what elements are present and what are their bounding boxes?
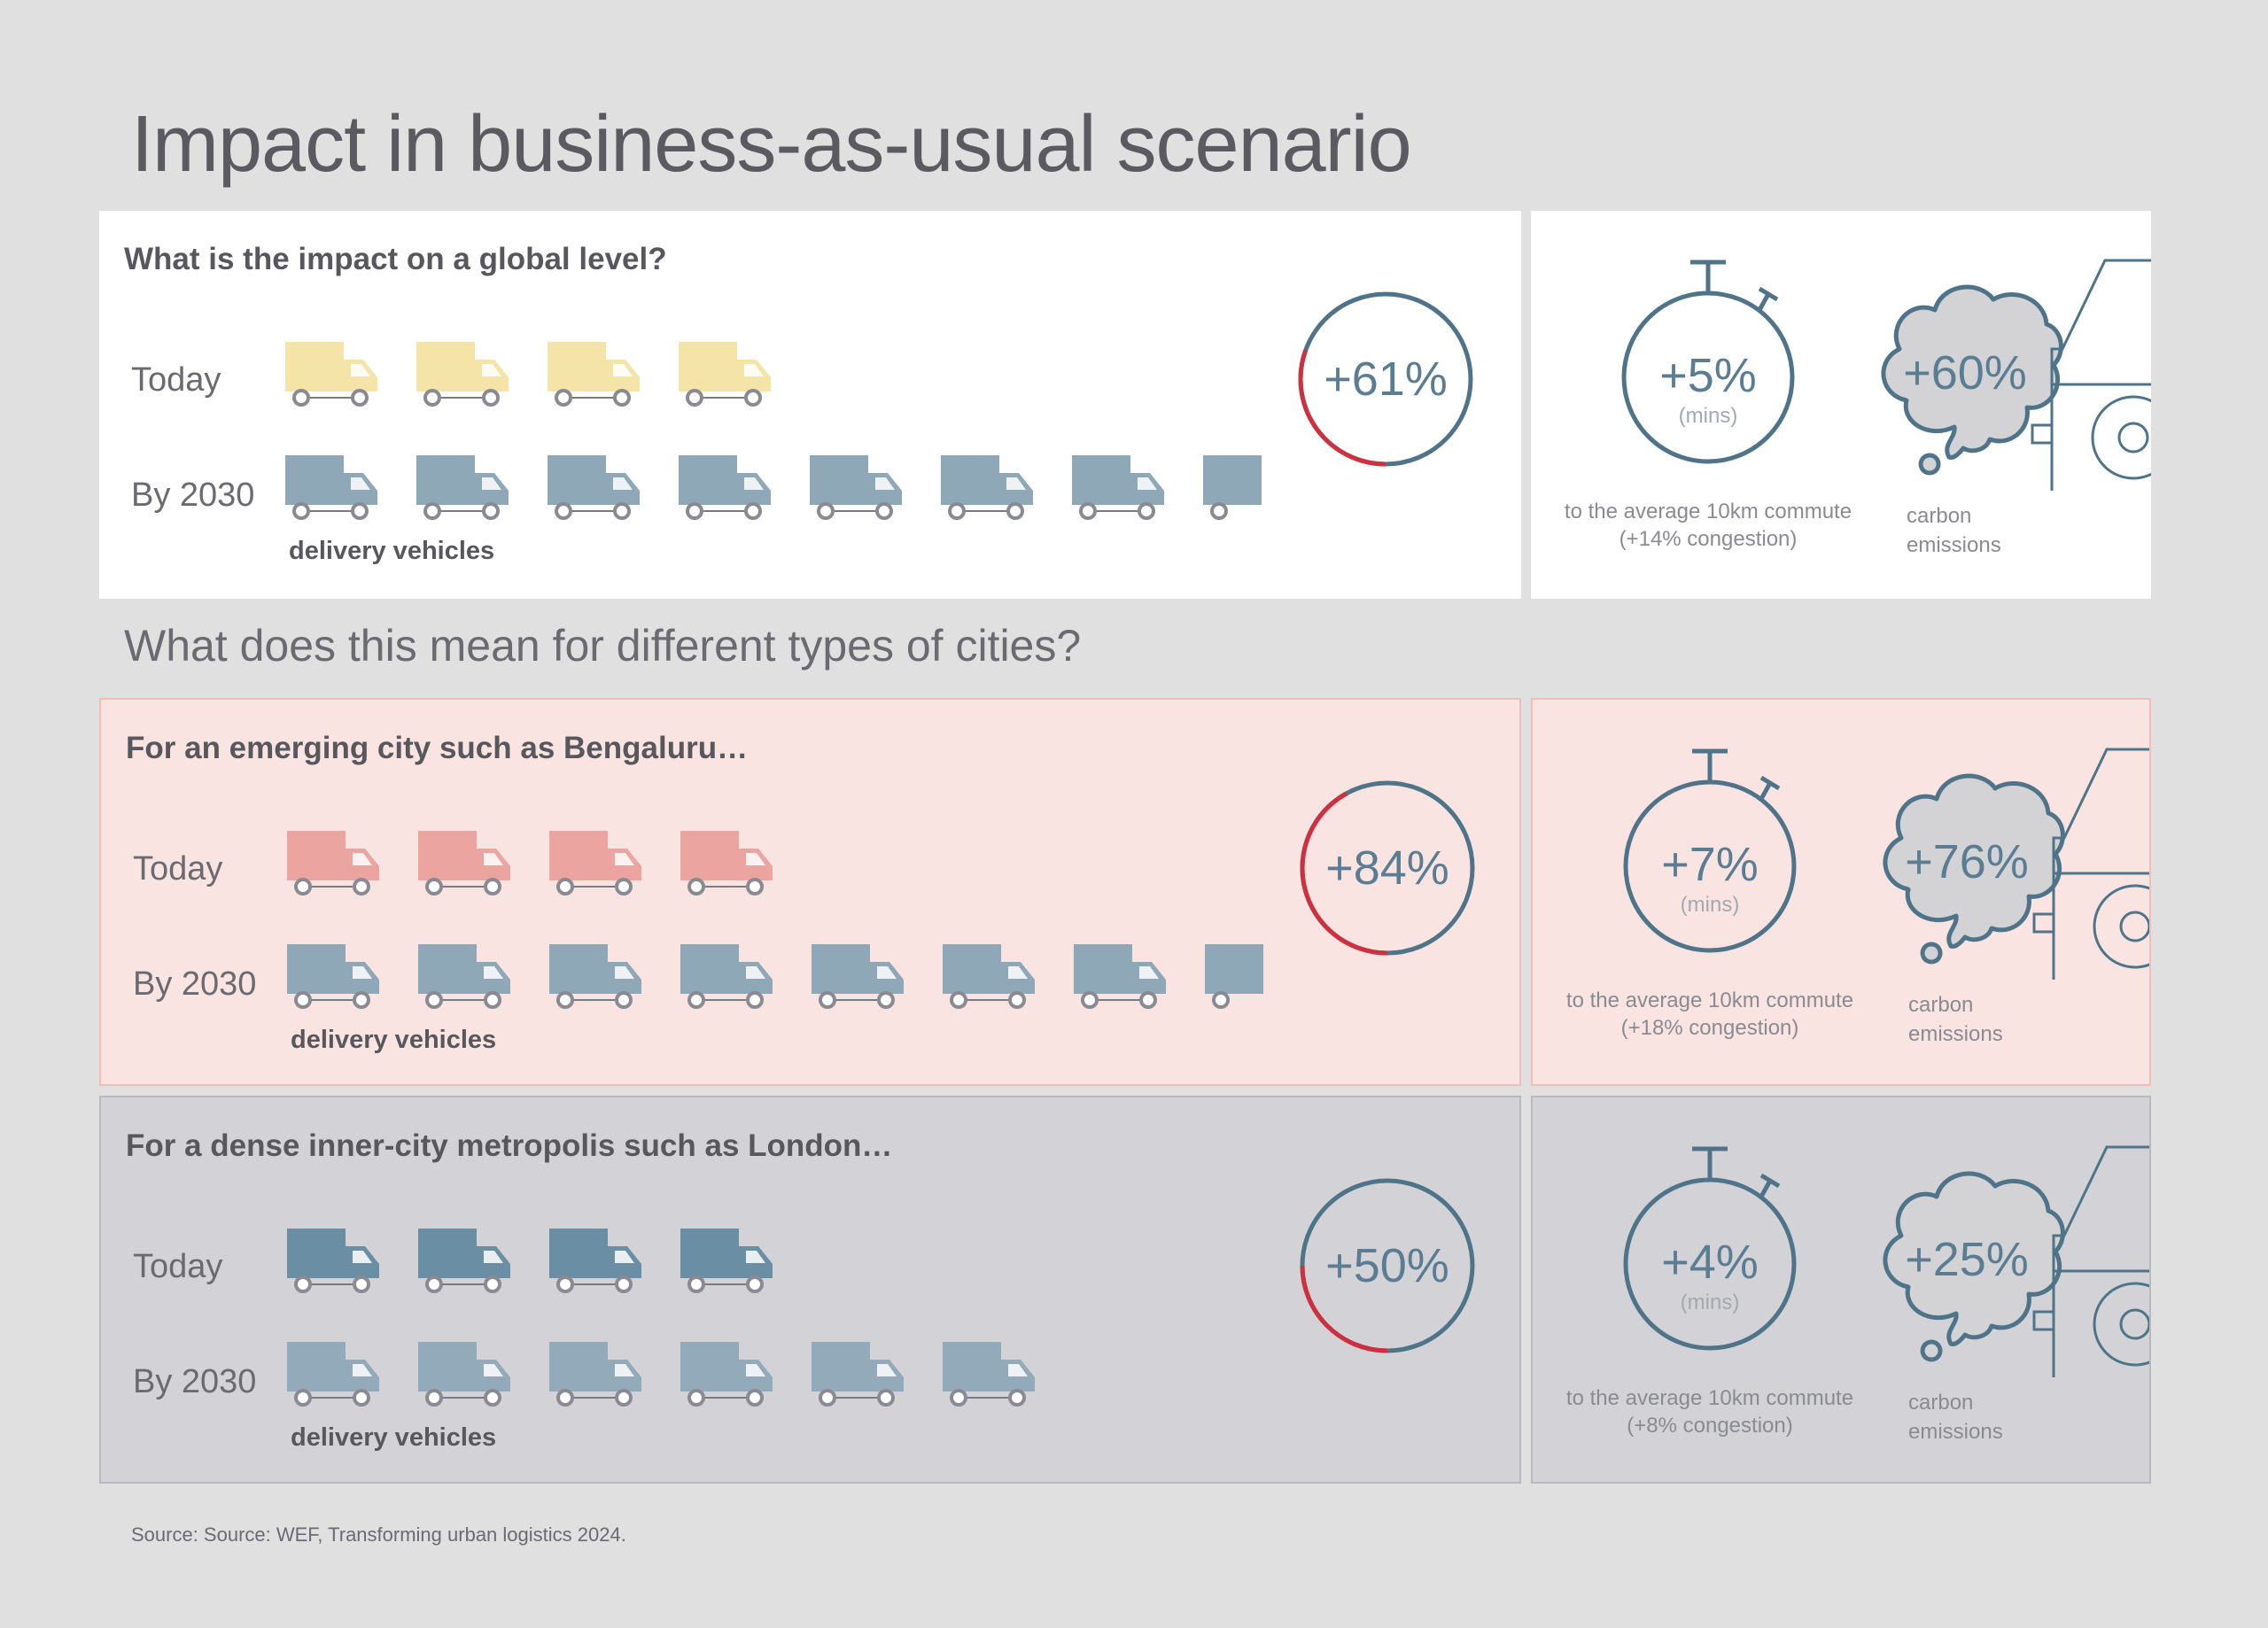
commute-caption-line: to the average 10km commute: [1565, 988, 1854, 1012]
bengaluru-impact-panel: +7% (mins) to the average 10km commute (…: [1531, 698, 2151, 1086]
emissions-cloud-icon: +60%: [1868, 252, 2151, 491]
delivery-truck-icon: [546, 1337, 645, 1407]
panel-heading: For an emerging city such as Bengaluru…: [126, 731, 749, 765]
panel-heading: What is the impact on a global level?: [124, 242, 667, 276]
delivery-truck-icon: [1201, 939, 1301, 1010]
delivery-truck-icon: [415, 939, 514, 1010]
emissions-cloud-icon: +25%: [1869, 1138, 2149, 1377]
emissions-caption-line-1: carbon: [1908, 993, 1974, 1017]
commute-caption: to the average 10km commute (+18% conges…: [1533, 987, 1887, 1042]
delivery-truck-icon: [413, 450, 512, 521]
emissions-caption: carbon emissions: [1908, 1388, 2003, 1446]
delivery-truck-icon: [546, 939, 645, 1010]
by-2030-label: By 2030: [133, 1363, 257, 1400]
london-vehicles-panel: For a dense inner-city metropolis such a…: [99, 1096, 1521, 1484]
emissions-caption-line-1: carbon: [1908, 1391, 1974, 1415]
congestion-caption: (+18% congestion): [1620, 1016, 1799, 1040]
delivery-truck-icon: [806, 450, 905, 521]
delivery-truck-icon: [415, 1223, 514, 1294]
delivery-truck-icon: [284, 1337, 383, 1407]
delivery-truck-icon: [675, 337, 774, 407]
commute-increase-value: +7%: [1661, 838, 1759, 891]
congestion-caption: (+14% congestion): [1619, 527, 1798, 551]
delivery-truck-icon: [284, 826, 383, 896]
panel-heading: For a dense inner-city metropolis such a…: [126, 1128, 893, 1163]
stopwatch-icon: +4% (mins): [1604, 1142, 1816, 1354]
commute-caption-line: to the average 10km commute: [1564, 500, 1852, 523]
delivery-truck-icon: [282, 337, 381, 407]
delivery-truck-icon: [939, 1337, 1038, 1407]
bengaluru-vehicles-panel: For an emerging city such as Bengaluru… …: [99, 698, 1521, 1086]
delivery-truck-icon: [413, 337, 512, 407]
delivery-truck-icon: [1070, 939, 1169, 1010]
commute-caption: to the average 10km commute (+8% congest…: [1533, 1384, 1887, 1439]
delivery-vehicles-label: delivery vehicles: [289, 537, 495, 565]
delivery-truck-icon: [546, 826, 645, 896]
vehicle-increase-value: +61%: [1324, 353, 1448, 406]
global-vehicles-panel: What is the impact on a global level? To…: [99, 211, 1521, 599]
cities-subheading: What does this mean for different types …: [124, 621, 1082, 671]
emissions-cloud-icon: +76%: [1869, 740, 2149, 980]
delivery-truck-icon: [1200, 450, 1299, 521]
stopwatch-icon: +5% (mins): [1602, 255, 1814, 468]
vehicle-increase-value: +84%: [1325, 841, 1449, 895]
today-label: Today: [133, 1248, 223, 1285]
delivery-truck-icon: [546, 1223, 645, 1294]
commute-unit: (mins): [1678, 404, 1738, 428]
london-impact-panel: +4% (mins) to the average 10km commute (…: [1531, 1096, 2151, 1484]
delivery-truck-icon: [808, 939, 907, 1010]
emissions-increase-value: +60%: [1903, 346, 2027, 399]
page-title: Impact in business-as-usual scenario: [131, 100, 1412, 189]
delivery-truck-icon: [677, 1337, 776, 1407]
congestion-caption: (+8% congestion): [1627, 1414, 1793, 1438]
emissions-caption-line-2: emissions: [1908, 1022, 2003, 1046]
delivery-truck-icon: [544, 450, 643, 521]
delivery-truck-icon: [937, 450, 1037, 521]
delivery-truck-icon: [282, 450, 381, 521]
today-label: Today: [131, 361, 221, 399]
delivery-truck-icon: [1068, 450, 1168, 521]
vehicle-increase-ring: +50%: [1297, 1175, 1478, 1356]
emissions-caption-line-2: emissions: [1908, 1420, 2003, 1444]
delivery-truck-icon: [677, 1223, 776, 1294]
stopwatch-icon: +7% (mins): [1604, 744, 1816, 957]
delivery-truck-icon: [808, 1337, 907, 1407]
source-note: Source: Source: WEF, Transforming urban …: [131, 1523, 626, 1546]
delivery-truck-icon: [677, 826, 776, 896]
emissions-increase-value: +25%: [1905, 1233, 2029, 1286]
vehicle-increase-ring: +61%: [1295, 289, 1476, 469]
commute-increase-value: +5%: [1659, 349, 1757, 402]
delivery-truck-icon: [284, 1223, 383, 1294]
delivery-vehicles-label: delivery vehicles: [291, 1026, 497, 1054]
delivery-truck-icon: [415, 1337, 514, 1407]
global-impact-panel: +5% (mins) to the average 10km commute (…: [1531, 211, 2151, 599]
delivery-truck-icon: [939, 939, 1038, 1010]
emissions-caption-line-1: carbon: [1907, 504, 1972, 528]
commute-caption-line: to the average 10km commute: [1565, 1386, 1854, 1410]
by-2030-label: By 2030: [133, 965, 257, 1003]
delivery-truck-icon: [415, 826, 514, 896]
emissions-increase-value: +76%: [1905, 835, 2029, 888]
delivery-truck-icon: [675, 450, 774, 521]
commute-unit: (mins): [1680, 893, 1740, 917]
today-label: Today: [133, 850, 223, 888]
vehicle-increase-ring: +84%: [1297, 778, 1478, 958]
emissions-caption: carbon emissions: [1908, 990, 2003, 1049]
emissions-caption-line-2: emissions: [1907, 533, 2001, 557]
emissions-caption: carbon emissions: [1907, 501, 2001, 560]
by-2030-label: By 2030: [131, 477, 255, 514]
commute-unit: (mins): [1680, 1291, 1740, 1314]
delivery-truck-icon: [284, 939, 383, 1010]
delivery-truck-icon: [677, 939, 776, 1010]
commute-increase-value: +4%: [1661, 1236, 1759, 1289]
commute-caption: to the average 10km commute (+14% conges…: [1531, 498, 1885, 553]
delivery-truck-icon: [544, 337, 643, 407]
vehicle-increase-value: +50%: [1325, 1239, 1449, 1292]
delivery-vehicles-label: delivery vehicles: [291, 1423, 497, 1452]
